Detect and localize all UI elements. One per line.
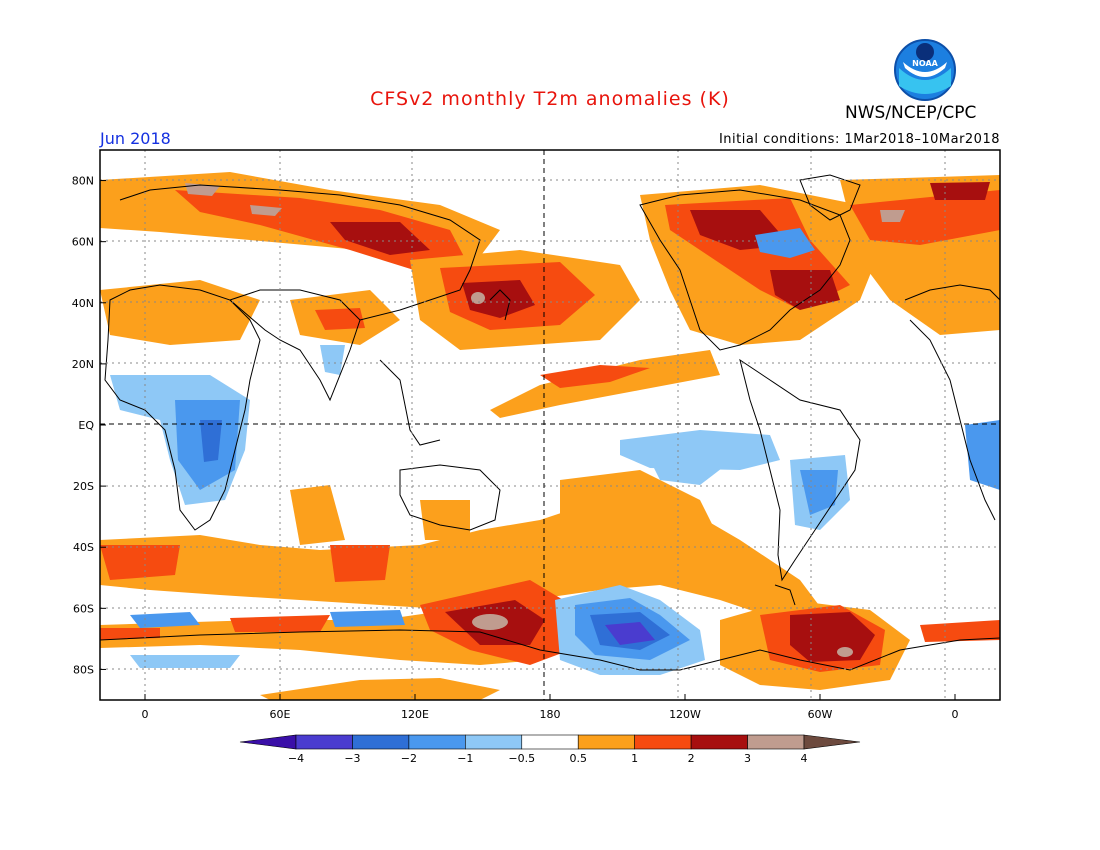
east-africa-cool-right [965, 420, 1000, 490]
colorbar-swatch-6 [577, 734, 635, 750]
pacific-sector-deepblue [605, 622, 655, 645]
lon-label-0: 0 [142, 708, 149, 721]
lat-label-0: 80N [72, 175, 94, 188]
colorbar-label-6: 1 [631, 752, 638, 765]
hudson-cool [755, 228, 815, 258]
central-asia-red [315, 308, 365, 330]
far-south-cool [130, 655, 240, 668]
antarctic-red-strip-2 [230, 615, 330, 632]
tropical-pacific-warm [490, 350, 720, 418]
lat-label-6: 40S [73, 541, 94, 554]
arctic-tan-region [185, 183, 220, 196]
south-indian-red [100, 545, 180, 580]
lon-label-1: 60E [270, 708, 291, 721]
lon-label-5: 60W [808, 708, 833, 721]
lon-label-4: 120W [669, 708, 701, 721]
south-indian-red-2 [330, 545, 390, 582]
anomaly-fields [100, 172, 1000, 700]
atlantic-tan [880, 210, 905, 222]
colorbar-label-2: −2 [401, 752, 417, 765]
colorbar-label-4: −0.5 [508, 752, 535, 765]
tropical-pacific-red [540, 365, 650, 388]
indian-sector-cool [130, 612, 200, 628]
indian-sector-cool-2 [330, 610, 405, 627]
lat-label-1: 60N [72, 236, 94, 249]
colorbar-swatch-0 [239, 734, 297, 750]
subtropic-warm-east [290, 485, 345, 545]
colorbar-swatch-1 [295, 734, 353, 750]
colorbar-swatch-8 [690, 734, 748, 750]
coastlines [100, 174, 1000, 671]
colorbar-swatch-7 [634, 734, 692, 750]
far-south-warm [260, 678, 500, 700]
lat-label-7: 60S [73, 602, 94, 615]
sw-pacific-warm [560, 470, 720, 550]
north-pacific-darkred [462, 280, 535, 318]
forecast-month: Jun 2018 [100, 129, 171, 148]
colorbar-label-3: −1 [457, 752, 473, 765]
northeast-us-darkred [770, 270, 840, 310]
agency-label: NWS/NCEP/CPC [845, 103, 977, 123]
colorbar-swatch-5 [521, 734, 579, 750]
svg-text:NOAA: NOAA [912, 59, 938, 68]
chart-title: CFSv2 monthly T2m anomalies (K) [370, 88, 730, 110]
eastern-pacific-cool-2 [650, 460, 730, 485]
initial-conditions: Initial conditions: 1Mar2018–10Mar2018 [718, 132, 1000, 147]
colorbar-swatch-9 [747, 734, 805, 750]
lon-label-2: 120E [401, 708, 429, 721]
lon-label-3: 180 [540, 708, 561, 721]
lat-label-8: 80S [73, 663, 94, 676]
colorbar-label-8: 3 [744, 752, 751, 765]
longitude-labels: 0 60E 120E 180 120W 60W 0 [142, 694, 959, 721]
noaa-logo-icon: NOAA [894, 39, 956, 101]
colorbar-label-9: 4 [801, 752, 808, 765]
colorbar-label-7: 2 [688, 752, 695, 765]
lat-label-4: EQ [78, 419, 94, 432]
arctic-tan-region-2 [250, 205, 282, 216]
colorbar-swatch-10 [803, 734, 861, 750]
lon-label-6: 0 [952, 708, 959, 721]
colorbar-label-1: −3 [344, 752, 360, 765]
africa-midblue [200, 420, 222, 462]
atlantic-red [850, 190, 1000, 245]
colorbar-label-0: −4 [288, 752, 304, 765]
lat-label-3: 20N [72, 358, 94, 371]
subtropic-warm-aus [420, 500, 470, 540]
graticule [100, 150, 1000, 700]
siberia-darkred-region [330, 222, 430, 255]
lat-label-2: 40N [72, 297, 94, 310]
latitude-labels: 80N 60N 40N 20N EQ 20S 40S 60S 80S [72, 175, 106, 676]
lat-label-5: 20S [73, 480, 94, 493]
colorbar-label-5: 0.5 [569, 752, 587, 765]
colorbar-swatch-4 [465, 734, 523, 750]
eastern-pacific-cool [620, 430, 780, 470]
east-antarctic-warm [920, 620, 1000, 642]
colorbar-swatch-2 [352, 734, 410, 750]
south-america-blue [800, 470, 838, 515]
india-cool [320, 345, 345, 375]
colorbar-swatch-3 [408, 734, 466, 750]
